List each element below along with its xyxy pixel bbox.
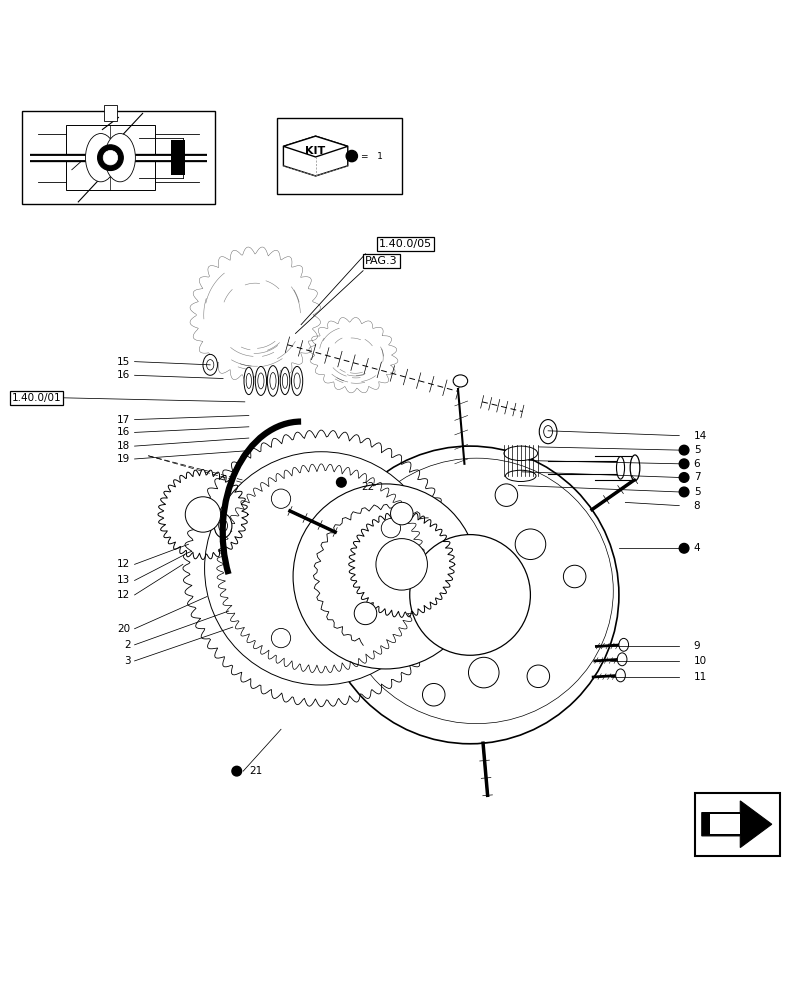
Circle shape <box>336 477 345 487</box>
Ellipse shape <box>269 373 276 389</box>
Ellipse shape <box>504 446 537 461</box>
Ellipse shape <box>214 514 232 538</box>
Ellipse shape <box>282 373 287 388</box>
Circle shape <box>514 529 545 560</box>
Ellipse shape <box>453 375 467 387</box>
Text: 3: 3 <box>124 656 131 666</box>
Text: 12: 12 <box>117 559 131 569</box>
Text: 13: 13 <box>117 575 131 585</box>
Circle shape <box>380 553 410 583</box>
Ellipse shape <box>255 366 266 395</box>
Ellipse shape <box>105 134 135 182</box>
Text: 21: 21 <box>248 766 262 776</box>
Circle shape <box>495 484 517 506</box>
Ellipse shape <box>218 520 227 532</box>
Ellipse shape <box>339 458 612 724</box>
Circle shape <box>321 446 618 744</box>
Circle shape <box>232 766 242 776</box>
Circle shape <box>271 489 290 508</box>
Ellipse shape <box>203 354 217 375</box>
Text: 10: 10 <box>693 656 706 666</box>
Ellipse shape <box>267 366 278 396</box>
Ellipse shape <box>616 653 626 666</box>
Text: 18: 18 <box>117 441 131 451</box>
Circle shape <box>271 628 290 648</box>
Circle shape <box>293 484 478 669</box>
Bar <box>67 125 155 190</box>
Text: 19: 19 <box>117 454 131 464</box>
Ellipse shape <box>615 669 624 682</box>
Circle shape <box>679 473 688 482</box>
Text: =   1: = 1 <box>361 152 383 161</box>
Ellipse shape <box>280 367 290 395</box>
Circle shape <box>103 150 118 165</box>
Text: 1.40.0/01: 1.40.0/01 <box>11 393 62 403</box>
Ellipse shape <box>505 470 535 481</box>
Text: PAG.3: PAG.3 <box>365 256 397 266</box>
Text: 5: 5 <box>693 487 700 497</box>
Text: 20: 20 <box>118 624 131 634</box>
Ellipse shape <box>618 638 628 651</box>
Ellipse shape <box>543 426 551 438</box>
Ellipse shape <box>291 366 303 395</box>
Text: 5: 5 <box>693 445 700 455</box>
Text: 9: 9 <box>693 641 700 651</box>
Text: 6: 6 <box>693 459 700 469</box>
Circle shape <box>204 452 437 685</box>
Text: 17: 17 <box>117 415 131 425</box>
Circle shape <box>97 145 123 171</box>
Ellipse shape <box>257 373 264 389</box>
Text: 15: 15 <box>117 357 131 367</box>
Text: 12: 12 <box>117 590 131 600</box>
Text: 11: 11 <box>693 672 706 682</box>
Circle shape <box>390 502 413 525</box>
Text: 14: 14 <box>693 431 706 441</box>
Ellipse shape <box>85 134 116 182</box>
Text: 1.40.0/05: 1.40.0/05 <box>379 239 431 249</box>
Circle shape <box>422 683 444 706</box>
Text: 8: 8 <box>693 501 700 511</box>
Text: KIT: KIT <box>305 146 325 156</box>
Circle shape <box>468 657 499 688</box>
FancyBboxPatch shape <box>22 111 215 204</box>
Text: 16: 16 <box>117 427 131 437</box>
Circle shape <box>185 497 221 532</box>
Circle shape <box>345 150 357 162</box>
Bar <box>170 140 185 175</box>
Circle shape <box>679 487 688 497</box>
Ellipse shape <box>616 457 624 479</box>
Ellipse shape <box>294 373 300 389</box>
Text: 7: 7 <box>693 472 700 482</box>
Text: 2: 2 <box>124 640 131 650</box>
Polygon shape <box>283 136 347 176</box>
FancyBboxPatch shape <box>277 118 401 194</box>
Text: 4: 4 <box>693 543 700 553</box>
Circle shape <box>563 565 586 588</box>
Ellipse shape <box>243 367 253 395</box>
Text: 16: 16 <box>117 370 131 380</box>
Circle shape <box>526 665 549 688</box>
Polygon shape <box>283 136 347 157</box>
Circle shape <box>375 539 427 590</box>
Ellipse shape <box>206 360 213 370</box>
Ellipse shape <box>629 455 639 481</box>
Polygon shape <box>701 801 770 848</box>
Ellipse shape <box>539 420 556 444</box>
Circle shape <box>410 535 530 655</box>
Bar <box>104 105 117 121</box>
Ellipse shape <box>246 373 251 388</box>
FancyBboxPatch shape <box>694 793 779 856</box>
Circle shape <box>679 543 688 553</box>
Circle shape <box>679 459 688 469</box>
Circle shape <box>354 602 376 625</box>
Circle shape <box>679 445 688 455</box>
Bar <box>709 814 740 834</box>
Text: 22: 22 <box>361 482 374 492</box>
Circle shape <box>381 519 400 538</box>
